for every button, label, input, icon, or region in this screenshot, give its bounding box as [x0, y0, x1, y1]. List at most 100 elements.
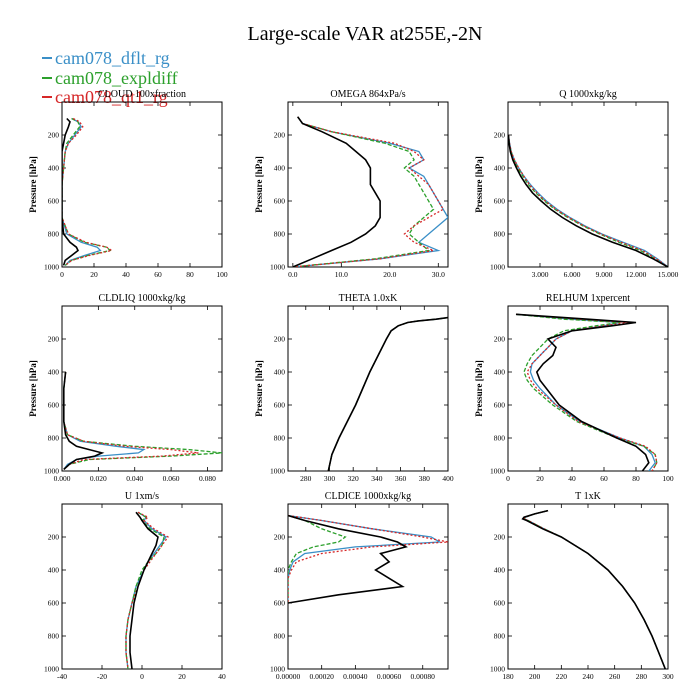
panel-title: U 1xm/s	[125, 491, 159, 502]
y-tick-label: 400	[494, 566, 506, 575]
y-tick-label: 800	[274, 434, 286, 443]
y-tick-label: 600	[494, 401, 506, 410]
x-tick-label: 40	[122, 270, 130, 279]
series-line-cam078-dflt-rg	[508, 134, 668, 267]
x-tick-label: 3.000	[532, 270, 549, 279]
y-tick-label: 800	[494, 632, 506, 641]
series-line-cam078-qt1-rg	[63, 371, 199, 470]
series-line-cam078-qt1-rg	[125, 511, 169, 669]
y-tick-label: 800	[274, 230, 286, 239]
x-tick-label: 0.060	[163, 474, 180, 483]
series-line-cam078-dflt-rg	[125, 511, 167, 669]
series-line-cam078-expldiff	[522, 509, 666, 669]
series-line-black	[521, 509, 667, 669]
panel-3: Q 1000xkg/kg 200 400 600 800 1000 3.000 6.000 9.…	[474, 89, 679, 279]
panel-title: CLDLIQ 1000xkg/kg	[99, 293, 186, 304]
y-tick-label: 200	[274, 533, 286, 542]
series-line-cam078-qt1-rg	[508, 134, 668, 267]
x-tick-label: 20	[178, 672, 186, 681]
series-line-cam078-qt1-rg	[515, 313, 658, 471]
y-tick-label: 400	[48, 368, 60, 377]
x-tick-label: 80	[632, 474, 640, 483]
x-tick-label: 0.00000	[276, 672, 301, 681]
y-tick-label: 400	[494, 368, 506, 377]
x-tick-label: 0	[60, 270, 64, 279]
y-tick-label: 200	[494, 131, 506, 140]
y-tick-label: 600	[48, 197, 60, 206]
x-tick-label: 60	[600, 474, 608, 483]
y-tick-label: 800	[48, 230, 60, 239]
legend-label-dflt: cam078_dflt_rg	[55, 48, 170, 68]
series-line-cam078-dflt-rg	[62, 117, 102, 266]
x-tick-label: 0.00040	[343, 672, 368, 681]
x-tick-label: 12.000	[626, 270, 647, 279]
series-line-cam078-dflt-rg	[327, 316, 448, 471]
series-line-cam078-qt1-rg	[522, 509, 666, 669]
series-line-cam078-expldiff	[63, 371, 222, 470]
y-tick-label: 600	[494, 599, 506, 608]
series-line-black	[292, 116, 381, 267]
y-tick-label: 200	[48, 533, 60, 542]
y-tick-label: 200	[48, 131, 60, 140]
x-tick-label: 60	[154, 270, 162, 279]
series-line-black	[508, 134, 668, 267]
y-tick-label: 600	[274, 401, 286, 410]
series-line-black	[288, 514, 408, 604]
y-tick-label: 200	[494, 335, 506, 344]
series-line-cam078-dflt-rg	[522, 509, 666, 669]
y-tick-label: 1000	[270, 665, 285, 674]
x-tick-label: 0	[140, 672, 144, 681]
x-tick-label: 200	[529, 672, 541, 681]
x-tick-label: 40	[218, 672, 226, 681]
x-tick-label: 20	[536, 474, 544, 483]
y-tick-label: 800	[48, 632, 60, 641]
y-tick-label: 400	[48, 566, 60, 575]
y-tick-label: 400	[48, 164, 60, 173]
x-tick-label: 30.0	[432, 270, 445, 279]
x-tick-label: 0.000	[54, 474, 71, 483]
panel-title: CLOUD 100xfraction	[98, 89, 186, 100]
series-line-cam078-expldiff	[327, 316, 448, 471]
series-line-cam078-qt1-rg	[292, 116, 445, 267]
x-tick-label: -40	[57, 672, 67, 681]
x-tick-label: 40	[568, 474, 576, 483]
series-line-cam078-expldiff	[508, 134, 668, 267]
x-tick-label: 0.00060	[377, 672, 402, 681]
x-tick-label: 100	[216, 270, 228, 279]
series-line-cam078-dflt-rg	[288, 514, 442, 603]
x-tick-label: 280	[636, 672, 648, 681]
legend: cam078_dflt_rg cam078_expldiff cam078_qt…	[42, 48, 178, 107]
panel-8: CLDICE 1000xkg/kg 200 400 600 800 10000.00000…	[270, 491, 449, 681]
series-line-black	[62, 371, 105, 470]
plot-frame	[61, 503, 223, 670]
panel-title: Q 1000xkg/kg	[559, 89, 617, 100]
y-tick-label: 600	[274, 197, 286, 206]
x-tick-label: 400	[442, 474, 454, 483]
panel-title: T 1xK	[575, 491, 601, 502]
figure-title: Large-scale VAR at255E,-2N	[248, 23, 483, 45]
series-line-cam078-expldiff	[515, 313, 658, 471]
y-axis-label: Pressure [hPa]	[474, 360, 484, 416]
x-tick-label: 260	[609, 672, 621, 681]
y-tick-label: 200	[274, 131, 286, 140]
x-tick-label: 80	[186, 270, 194, 279]
y-tick-label: 1000	[270, 263, 285, 272]
panel-title: RELHUM 1xpercent	[546, 293, 630, 304]
panel-title: OMEGA 864xPa/s	[330, 89, 405, 100]
x-tick-label: 320	[348, 474, 360, 483]
x-tick-label: 0	[506, 474, 510, 483]
y-axis-label: Pressure [hPa]	[254, 156, 264, 212]
x-tick-label: -20	[97, 672, 107, 681]
x-tick-label: 240	[582, 672, 594, 681]
y-tick-label: 1000	[44, 467, 59, 476]
series-line-cam078-expldiff	[288, 514, 347, 603]
x-tick-label: 360	[395, 474, 407, 483]
legend-label-expldiff: cam078_expldiff	[55, 68, 178, 88]
y-tick-label: 1000	[44, 665, 59, 674]
y-axis-label: Pressure [hPa]	[474, 156, 484, 212]
x-tick-label: 0.0	[288, 270, 298, 279]
